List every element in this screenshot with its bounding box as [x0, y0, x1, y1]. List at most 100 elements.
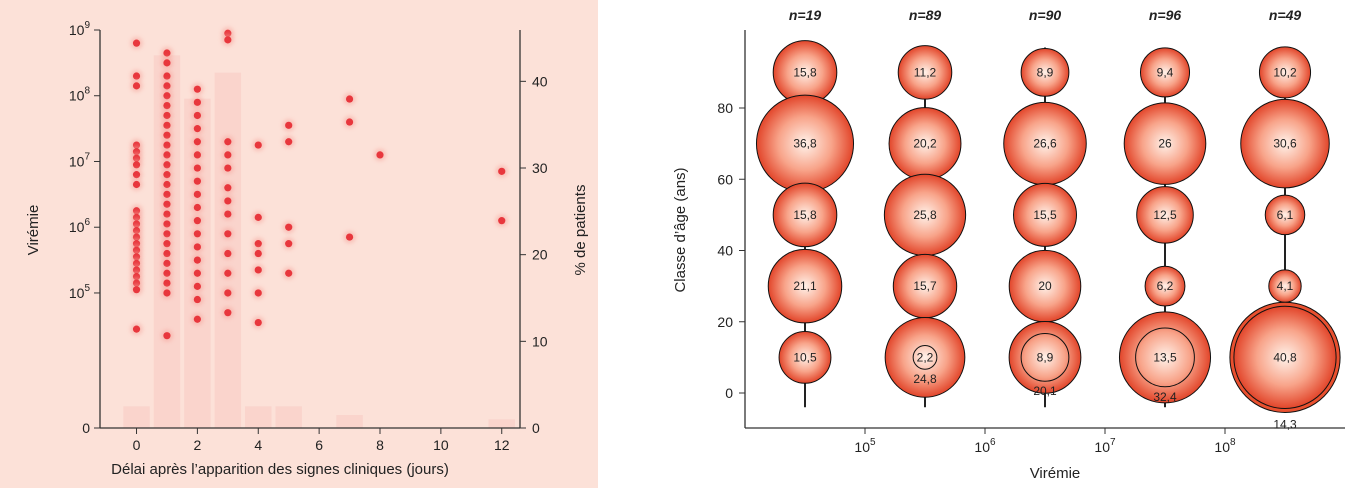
- data-point: [193, 256, 201, 264]
- y-right-tick-label: 10: [532, 333, 548, 349]
- data-point: [132, 39, 141, 47]
- bubble-label: 15,7: [913, 279, 937, 293]
- bubble-inner: [912, 345, 938, 370]
- bubble-label: 6,2: [1157, 279, 1174, 293]
- bubble-label: 30,6: [1273, 137, 1297, 151]
- data-point: [254, 141, 262, 149]
- data-point: [285, 223, 293, 231]
- data-point: [345, 233, 354, 241]
- data-point: [193, 217, 201, 225]
- x-axis-label: Virémie: [1030, 465, 1081, 482]
- y-right-tick-label: 20: [532, 247, 548, 263]
- y-tick-label: 20: [717, 314, 733, 330]
- y-tick-label: 80: [717, 100, 733, 116]
- bubble: [1144, 265, 1186, 307]
- histogram-bar: [336, 415, 363, 428]
- y-left-tick-label: 108: [69, 86, 91, 104]
- data-point: [224, 151, 232, 159]
- data-point: [163, 121, 171, 129]
- data-point: [163, 72, 171, 80]
- left-chart: 0 2 4 6 8 10 12 0 105 106 107 108 109 0 10 20 30 40 Délai …: [25, 20, 589, 478]
- data-point: [163, 171, 171, 179]
- bubble-label: 20,2: [913, 137, 937, 151]
- y-left-tick-label: 0: [82, 420, 90, 436]
- x-tick-label: 2: [193, 437, 201, 453]
- bubble-label: 6,1: [1277, 208, 1294, 222]
- bubble-label: 9,4: [1157, 65, 1174, 79]
- data-point: [163, 151, 171, 159]
- bubble: [1258, 46, 1312, 99]
- data-point: [132, 72, 141, 80]
- data-point: [224, 210, 232, 218]
- y-left-tick-label: 106: [69, 217, 91, 235]
- bubble-inner-label: 8,9: [1037, 350, 1054, 364]
- data-point: [163, 82, 171, 90]
- data-point: [193, 282, 201, 290]
- bubble-label: 20: [1038, 279, 1052, 293]
- bubble-label: 12,5: [1153, 208, 1177, 222]
- y-right-tick-label: 0: [532, 420, 540, 436]
- data-point: [224, 269, 232, 277]
- column-n-label: n=96: [1149, 7, 1182, 23]
- data-point: [193, 295, 201, 304]
- bubble: [772, 182, 838, 248]
- data-point: [132, 171, 141, 179]
- column-n-label: n=89: [909, 7, 942, 23]
- right-chart: 0 20 40 60 80 105 106 107 108 n=19 15,8 36,8 15,8 21,…: [672, 7, 1345, 482]
- bubble: [1136, 186, 1194, 244]
- histogram-bar: [488, 419, 515, 428]
- right-panel-bg: [598, 0, 1357, 488]
- data-point: [285, 138, 293, 146]
- x-axis-label: Délai après l’apparition des signes clin…: [111, 461, 449, 478]
- y-axis-left-label: Virémie: [25, 205, 42, 256]
- bubble: [1118, 311, 1212, 404]
- data-point: [163, 240, 171, 248]
- bubble-label: 40,8: [1273, 350, 1297, 364]
- bubble-label: 32,4: [1153, 390, 1177, 404]
- data-point: [132, 286, 141, 294]
- data-point: [193, 177, 201, 185]
- bubble-label: 36,8: [793, 137, 817, 151]
- x-tick-label: 10: [433, 437, 449, 453]
- data-point: [193, 190, 201, 198]
- bubble: [884, 317, 966, 398]
- data-point: [132, 161, 141, 169]
- data-point: [224, 230, 232, 238]
- data-point: [163, 210, 171, 218]
- data-point: [163, 111, 171, 120]
- x-tick-label: 105: [854, 437, 876, 455]
- data-point: [254, 266, 262, 274]
- bubble-label: 26,6: [1033, 137, 1057, 151]
- x-tick-label: 6: [315, 437, 323, 453]
- y-tick-label: 0: [725, 385, 733, 401]
- data-point: [376, 151, 384, 159]
- data-point: [254, 249, 262, 258]
- bubble: [778, 330, 832, 384]
- histogram-bar: [275, 406, 302, 428]
- data-point: [254, 213, 262, 221]
- x-tick-label: 8: [376, 437, 384, 453]
- data-point: [498, 217, 506, 225]
- data-point: [224, 249, 232, 258]
- bubble: [1123, 102, 1207, 185]
- bubble-label: 15,8: [793, 65, 817, 79]
- data-point: [193, 203, 201, 212]
- data-point: [163, 180, 171, 189]
- bubble-inner-label: 2,2: [917, 350, 934, 364]
- bubble: [1008, 321, 1082, 394]
- y-left-tick-label: 107: [69, 151, 91, 169]
- data-point: [345, 118, 354, 126]
- bubble-label: 15,8: [793, 208, 817, 222]
- bubble: [767, 248, 843, 324]
- bubble-label: 20,1: [1033, 384, 1057, 398]
- data-point: [163, 190, 171, 198]
- column-n-label: n=19: [789, 7, 822, 23]
- data-point: [285, 240, 293, 248]
- data-point: [193, 269, 201, 277]
- data-point: [193, 85, 201, 93]
- column-n-label: n=90: [1029, 7, 1062, 23]
- data-point: [163, 220, 171, 228]
- data-point: [345, 95, 354, 103]
- bubble-inner: [1135, 327, 1195, 388]
